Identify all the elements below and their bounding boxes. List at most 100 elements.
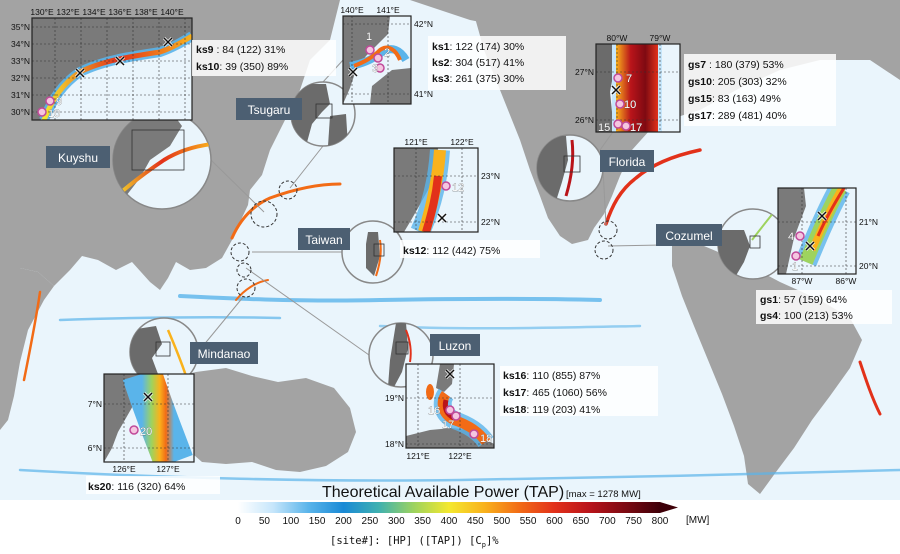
colorbar-tick-label: 500: [493, 516, 510, 527]
mindanao-tick-lat: 7°N: [88, 399, 102, 409]
svg-text:gs7 : 180 (379) 53%: gs7 : 180 (379) 53%: [688, 59, 784, 71]
svg-text:ks16: 110 (855) 87%: ks16: 110 (855) 87%: [503, 370, 600, 382]
colorbar-tick-label: 550: [520, 516, 537, 527]
svg-text:gs4: 100 (213) 53%: gs4: 100 (213) 53%: [760, 310, 853, 322]
region-label-kuyshu: Kuyshu: [58, 151, 98, 165]
stat-values: : 205 (303) 32%: [712, 76, 787, 88]
taiwan-site-12: 12: [452, 182, 464, 194]
cozumel-tick-lat: 21°N: [859, 217, 878, 227]
cozumel-site-1: 1: [792, 261, 798, 273]
luzon-site-18: 18: [480, 433, 492, 445]
luzon-tick-lon: 122°E: [448, 451, 472, 461]
kuyshu-tick-lon: 130°E: [30, 7, 54, 17]
stat-site: gs1: [760, 294, 778, 306]
florida-site-7: 7: [626, 73, 632, 85]
colorbar-tick-label: 650: [573, 516, 590, 527]
florida-tick-lon: 80°W: [607, 33, 628, 43]
svg-text:ks1: 122 (174) 30%: ks1: 122 (174) 30%: [432, 41, 524, 53]
colorbar-gradient: [238, 502, 660, 513]
inset-taiwan: 12 121°E 122°E 23°N 22°N: [393, 137, 500, 233]
colorbar-tick-label: 450: [467, 516, 484, 527]
taiwan-tick-lon: 122°E: [450, 137, 474, 147]
taiwan-tick-lat: 22°N: [481, 217, 500, 227]
inset-tsugaru: 1 2 3 140°E 141°E 42°N 41°N: [340, 5, 433, 105]
svg-text:[site#]: [HP] ([TAP]) [Cp]%: [site#]: [HP] ([TAP]) [Cp]%: [330, 535, 499, 549]
luzon-tick-lon: 121°E: [406, 451, 430, 461]
legend-format: [site#]: [HP] ([TAP]) [C: [330, 535, 482, 547]
stat-values: : 112 (442) 75%: [426, 245, 500, 257]
colorbar-max-note: [max = 1278 MW]: [566, 489, 641, 500]
cozumel-site-4: 4: [788, 231, 794, 243]
stat-site: ks17: [503, 387, 527, 399]
svg-text:gs15: 83 (163) 49%: gs15: 83 (163) 49%: [688, 93, 781, 105]
florida-site-10: 10: [624, 99, 636, 111]
kuyshu-tick-lat: 30°N: [11, 107, 30, 117]
tsugaru-tick-lon: 141°E: [376, 5, 400, 15]
mindanao-site-20: 20: [140, 426, 152, 438]
colorbar-tick-label: 50: [259, 516, 271, 527]
taiwan-tick-lon: 121°E: [404, 137, 428, 147]
stat-values: : 289 (481) 40%: [712, 110, 787, 122]
stat-site: gs17: [688, 110, 712, 122]
legend-format-sub: p: [482, 541, 486, 549]
tsugaru-site-2: 2: [384, 47, 390, 59]
stat-values: : 110 (855) 87%: [526, 370, 600, 382]
stat-site: gs15: [688, 93, 712, 105]
region-label-luzon: Luzon: [439, 339, 472, 353]
svg-text:ks3: 261 (375) 30%: ks3: 261 (375) 30%: [432, 73, 524, 85]
florida-site-17: 17: [630, 122, 642, 134]
colorbar-tick-label: 150: [309, 516, 326, 527]
stat-values: : 116 (320) 64%: [111, 481, 185, 493]
region-label-mindanao: Mindanao: [198, 347, 251, 361]
zoom-circle-cozumel: [717, 208, 789, 280]
kuyshu-tick-lat: 34°N: [11, 39, 30, 49]
stat-site: ks2: [432, 57, 450, 69]
stat-values: : 180 (379) 53%: [706, 59, 784, 71]
tsugaru-site-3: 3: [372, 63, 378, 75]
region-label-florida: Florida: [609, 155, 646, 169]
colorbar-tick-label: 800: [652, 516, 669, 527]
florida-site-15: 15: [598, 122, 610, 134]
kuyshu-site-10: 10: [48, 108, 60, 120]
cozumel-tick-lon: 87°W: [792, 276, 813, 286]
stat-site: ks1: [432, 41, 450, 53]
locator-circles: [230, 180, 618, 298]
tsugaru-tick-lat: 41°N: [414, 89, 433, 99]
tsugaru-site-1: 1: [366, 31, 372, 43]
luzon-site-16: 16: [428, 405, 440, 417]
svg-text:ks2: 304 (517) 41%: ks2: 304 (517) 41%: [432, 57, 524, 69]
colorbar-tick-label: 250: [362, 516, 379, 527]
stat-values: : 261 (375) 30%: [450, 73, 525, 85]
kuyshu-tick-lat: 35°N: [11, 22, 30, 32]
svg-text:gs1: 57 (159) 64%: gs1: 57 (159) 64%: [760, 294, 847, 306]
colorbar-tick-label: 700: [599, 516, 616, 527]
tsugaru-tick-lat: 42°N: [414, 19, 433, 29]
stat-site: gs7: [688, 59, 706, 71]
stat-values: : 83 (163) 49%: [712, 93, 781, 105]
colorbar-tick-label: 750: [625, 516, 642, 527]
stat-values: : 122 (174) 30%: [450, 41, 525, 53]
tsugaru-tick-lon: 140°E: [340, 5, 364, 15]
inset-cozumel: 4 1 87°W 86°W 21°N 20°N: [777, 187, 878, 286]
kuyshu-site-9: 9: [56, 96, 62, 108]
svg-text:ks20: 116 (320) 64%: ks20: 116 (320) 64%: [88, 481, 185, 493]
florida-tick-lat: 26°N: [575, 115, 594, 125]
stat-site: ks20: [88, 481, 112, 493]
inset-luzon: 16 17 18 121°E 122°E 19°N 18°N: [385, 363, 495, 461]
mindanao-tick-lat: 6°N: [88, 443, 102, 453]
mindanao-tick-lon: 126°E: [112, 464, 136, 474]
kuyshu-tick-lon: 136°E: [108, 7, 132, 17]
stat-values: : 119 (203) 41%: [526, 404, 600, 416]
legend-format-end: ]%: [486, 535, 499, 547]
svg-text:ks9 : 84 (122) 31%: ks9 : 84 (122) 31%: [196, 44, 285, 56]
kuyshu-tick-lat: 33°N: [11, 56, 30, 66]
svg-text:ks10: 39 (350) 89%: ks10: 39 (350) 89%: [196, 61, 288, 73]
stat-site: gs10: [688, 76, 712, 88]
stat-site: ks12: [403, 245, 427, 257]
region-labels: Kuyshu Tsugaru Taiwan Mindanao Luzon Flo…: [46, 98, 722, 364]
region-label-cozumel: Cozumel: [665, 229, 712, 243]
colorbar-tick-label: 100: [282, 516, 299, 527]
kuyshu-tick-lon: 140°E: [160, 7, 184, 17]
kuyshu-tick-lat: 31°N: [11, 90, 30, 100]
